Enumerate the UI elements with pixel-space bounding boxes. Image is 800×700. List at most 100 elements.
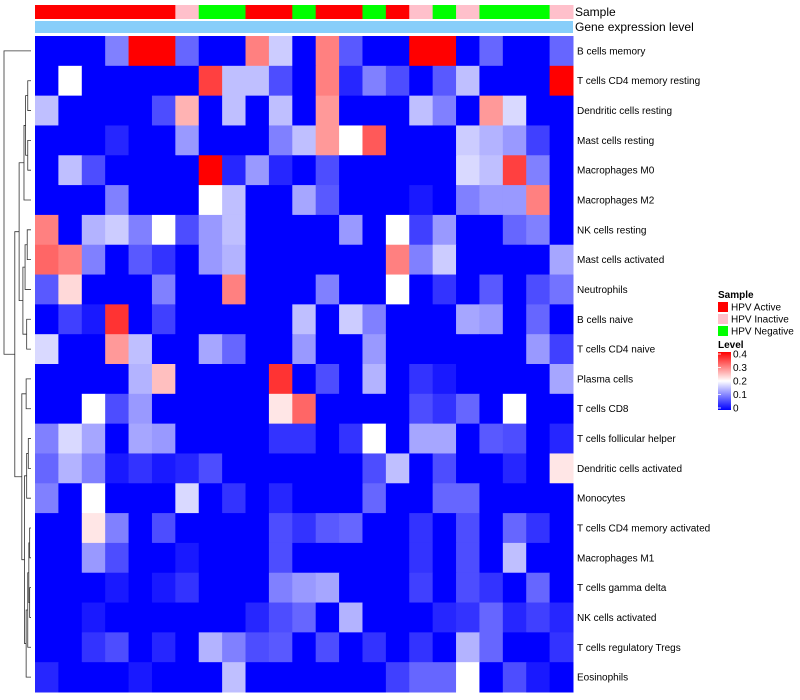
sample-annotation-cell (362, 5, 387, 19)
heatmap-cell (105, 453, 130, 484)
heatmap-cell (409, 95, 434, 126)
heatmap-cell (198, 95, 223, 126)
row-label: T cells follicular helper (577, 434, 676, 445)
level-legend-tick: 0 (733, 404, 739, 415)
heatmap-cell (456, 274, 480, 305)
heatmap-cell (222, 36, 247, 67)
heatmap-cell (222, 364, 247, 395)
heatmap-cell (339, 125, 363, 156)
dendrogram-branch (3, 50, 31, 355)
heatmap-cell (385, 125, 410, 156)
heatmap-cell (198, 244, 223, 276)
heatmap-cell (526, 542, 551, 574)
heatmap-cell (432, 602, 457, 633)
heatmap-cell (58, 364, 83, 395)
heatmap-cell (105, 334, 130, 365)
heatmap-cell (456, 572, 480, 604)
heatmap-cell (268, 662, 293, 693)
heatmap-cell (456, 453, 480, 484)
heatmap-cell (81, 572, 106, 604)
heatmap-cell (58, 662, 83, 693)
heatmap-cell (268, 453, 293, 484)
heatmap-cell (502, 513, 527, 544)
heatmap-cell (35, 423, 59, 454)
heatmap-cell (432, 125, 457, 156)
heatmap-cell (315, 95, 340, 126)
heatmap-cell (385, 572, 410, 604)
heatmap-cell (502, 453, 527, 484)
heatmap-cell (456, 632, 480, 663)
heatmap-cell (385, 393, 410, 425)
heatmap-cell (526, 393, 551, 425)
sample-legend-label: HPV Negative (731, 327, 794, 338)
heatmap-cell (151, 662, 176, 693)
heatmap-cell (58, 334, 83, 365)
heatmap-cell (409, 244, 434, 276)
sample-legend-swatch (718, 302, 728, 312)
heatmap-cell (549, 662, 574, 693)
row-label: T cells gamma delta (577, 583, 667, 594)
heatmap-cell (198, 125, 223, 156)
heatmap-cell (292, 632, 317, 663)
sample-legend-label: HPV Active (731, 303, 781, 314)
row-label: T cells CD4 naive (577, 345, 656, 356)
heatmap-cell (456, 542, 480, 574)
heatmap-cell (58, 274, 83, 305)
heatmap-cell (175, 334, 200, 365)
heatmap-cell (339, 542, 363, 574)
heatmap-cell (222, 334, 247, 365)
heatmap-cell (409, 304, 434, 335)
heatmap-cell (526, 95, 551, 126)
heatmap-cell (128, 185, 153, 216)
heatmap-cell (292, 36, 317, 67)
heatmap-cell (479, 125, 504, 156)
heatmap-cell (502, 244, 527, 276)
heatmap-cell (81, 274, 106, 305)
heatmap-cell (502, 632, 527, 663)
sample-annotation-cell (292, 5, 317, 19)
heatmap-cell (456, 155, 480, 186)
heatmap-cell (292, 65, 317, 97)
heatmap-cell (175, 393, 200, 425)
heatmap-cell (549, 244, 574, 276)
dendrogram-branch (26, 453, 31, 499)
heatmap-cell (339, 334, 363, 365)
heatmap-cell (315, 513, 340, 544)
heatmap-cell (479, 542, 504, 574)
heatmap-cell (549, 483, 574, 514)
heatmap-cell (339, 632, 363, 663)
sample-annotation-cell (339, 5, 363, 19)
heatmap-cell (432, 185, 457, 216)
heatmap-cell (315, 155, 340, 186)
heatmap-cell (479, 244, 504, 276)
row-label: T cells CD4 memory activated (577, 524, 710, 535)
heatmap-cell (175, 542, 200, 574)
heatmap-cell (198, 65, 223, 97)
dendrogram-branch (29, 587, 31, 618)
heatmap-cell (151, 304, 176, 335)
heatmap-cell (315, 662, 340, 693)
heatmap-cell (198, 483, 223, 514)
heatmap-cell (292, 423, 317, 454)
row-label: Macrophages M2 (577, 196, 655, 207)
heatmap-cell (151, 453, 176, 484)
heatmap-cell (456, 65, 480, 97)
heatmap-cell (385, 542, 410, 574)
heatmap-cell (292, 542, 317, 574)
heatmap-cell (362, 304, 387, 335)
heatmap-cell (339, 95, 363, 126)
heatmap-cell (198, 304, 223, 335)
heatmap-cell (339, 304, 363, 335)
heatmap-cell (315, 453, 340, 484)
heatmap-cell (549, 155, 574, 186)
heatmap-cell (315, 304, 340, 335)
heatmap-cell (456, 423, 480, 454)
heatmap-cell (35, 155, 59, 186)
heatmap-cell (198, 572, 223, 604)
heatmap-cell (526, 632, 551, 663)
heatmap-cell (175, 572, 200, 604)
heatmap-cell (315, 423, 340, 454)
heatmap-cell (105, 155, 130, 186)
heatmap-cell (456, 602, 480, 633)
heatmap-cell (222, 542, 247, 574)
